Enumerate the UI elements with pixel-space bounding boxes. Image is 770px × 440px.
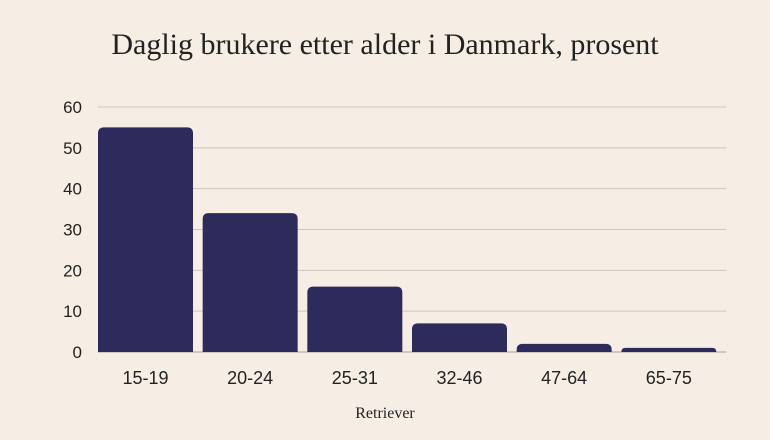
x-tick-label: 15-19	[122, 368, 168, 388]
x-tick-label: 47-64	[541, 368, 587, 388]
y-tick-label: 20	[63, 261, 82, 280]
y-tick-label: 0	[73, 343, 82, 362]
bar-47-64	[516, 343, 612, 352]
bar-20-24	[202, 213, 298, 352]
y-tick-label: 30	[63, 221, 82, 240]
bar-65-75	[621, 347, 717, 352]
chart-title: Daglig brukere etter alder i Danmark, pr…	[111, 28, 659, 61]
x-tick-label: 32-46	[436, 368, 482, 388]
x-tick-label: 20-24	[227, 368, 273, 388]
bar-32-46	[412, 323, 507, 352]
y-tick-label: 50	[63, 139, 82, 158]
y-tick-label: 10	[63, 302, 82, 321]
x-tick-label: 65-75	[646, 368, 692, 388]
x-tick-label: 25-31	[332, 368, 378, 388]
bar-25-31	[307, 286, 403, 352]
y-tick-label: 60	[63, 98, 82, 117]
y-tick-label: 40	[63, 180, 82, 199]
retriever-logo: Retriever	[355, 405, 415, 422]
bar-15-19	[98, 127, 193, 353]
